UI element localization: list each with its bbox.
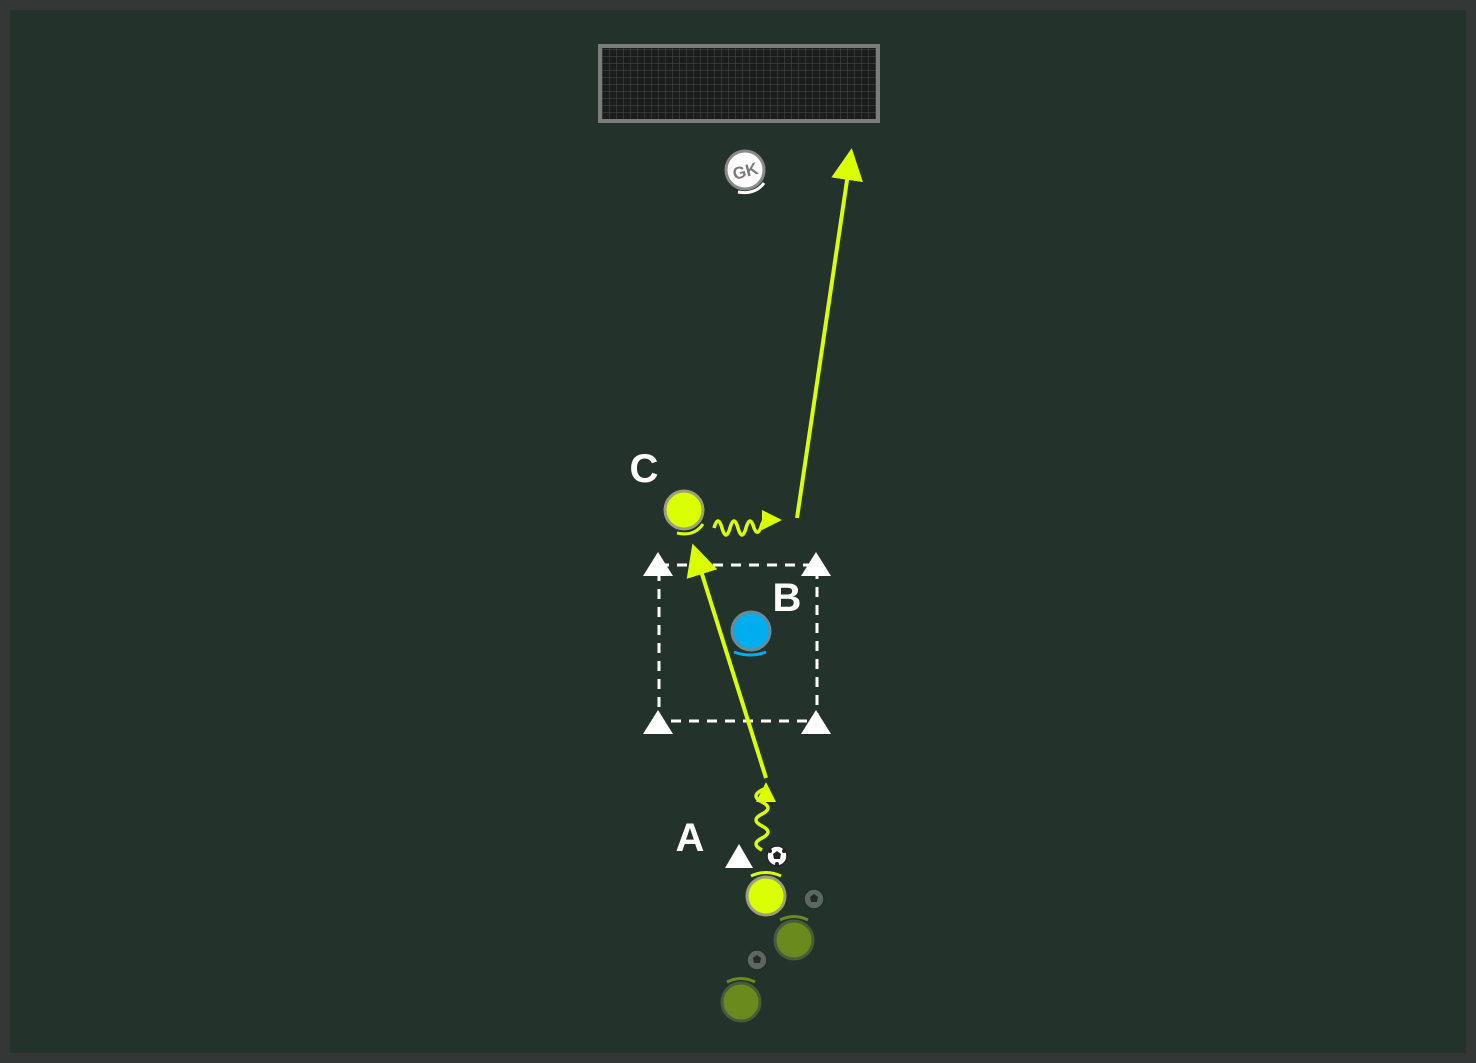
player-c-token — [663, 489, 705, 531]
player-a-facing-mark — [750, 871, 782, 878]
cone-icon — [725, 844, 753, 868]
goal-net-icon — [598, 44, 880, 123]
waiting-player — [773, 915, 815, 961]
player-b-token — [730, 610, 772, 652]
player-b-label: B — [773, 576, 802, 620]
player-c: C — [630, 447, 705, 536]
pass-arrow-a-to-c — [686, 543, 768, 779]
goalkeeper-facing-mark — [737, 182, 766, 195]
waiting-player-facing-mark — [726, 977, 756, 984]
dribble-arrow-c — [712, 519, 766, 537]
dashed-grid-area — [657, 563, 819, 723]
waiting-player-facing-mark — [779, 915, 809, 922]
soccer-ball-icon — [803, 888, 825, 910]
goal — [598, 44, 880, 123]
dribble-arrowhead-c — [762, 510, 782, 530]
player-a: A — [676, 816, 787, 917]
player-c-facing-mark — [676, 523, 705, 536]
soccer-ball-icon — [766, 845, 788, 867]
player-b-facing-mark — [733, 650, 767, 657]
dribble-arrowhead-a — [756, 782, 776, 802]
player-c-label: C — [630, 447, 659, 491]
cone-icon — [643, 710, 673, 734]
cone-icon — [801, 710, 831, 734]
cone-icon — [643, 552, 673, 576]
player-a-label: A — [676, 816, 705, 860]
goalkeeper: GK — [724, 149, 766, 195]
player-a-token — [745, 875, 787, 917]
waiting-player-token — [720, 981, 762, 1023]
waiting-player — [720, 977, 762, 1023]
soccer-ball-icon — [746, 949, 768, 971]
player-b: B — [730, 576, 802, 657]
waiting-player-token — [773, 919, 815, 961]
cone-icon — [801, 552, 831, 576]
goalkeeper-token — [724, 149, 766, 191]
shot-arrow-c-to-goal — [795, 148, 863, 519]
